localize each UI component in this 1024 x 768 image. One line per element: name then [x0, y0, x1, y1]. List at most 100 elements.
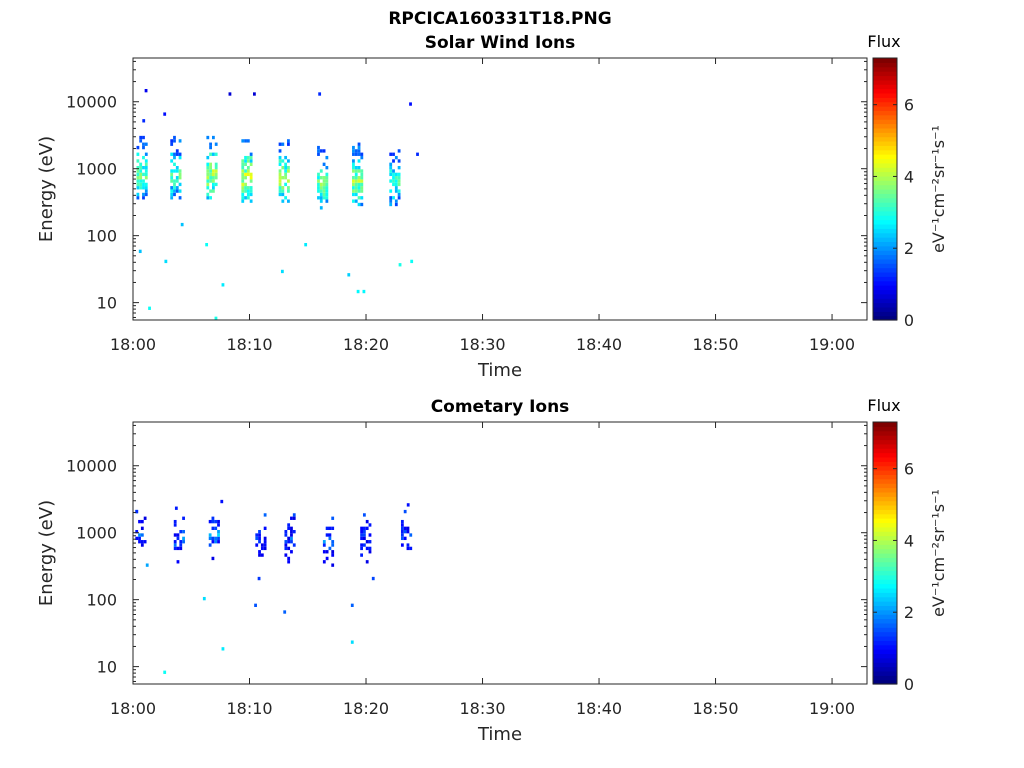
x-ticks: 18:00 18:10 18:20 18:30 18:40 18:50 19:00 [110, 58, 855, 354]
heatmap-cell [179, 529, 183, 534]
heatmap-cell [317, 179, 320, 183]
heatmap-cell [319, 189, 323, 193]
heatmap-cell [284, 533, 288, 537]
heatmap-cell [257, 576, 261, 581]
heatmap-cell [214, 162, 218, 166]
heatmap-cell [360, 536, 363, 541]
colorbar-strip [873, 461, 897, 467]
heatmap-cell [394, 199, 398, 203]
heatmap-cell [179, 540, 183, 544]
heatmap-cell [249, 179, 253, 183]
heatmap-cell [263, 543, 267, 547]
heatmap-cell [211, 540, 215, 544]
colorbar-strip [873, 675, 897, 681]
heatmap-cell [290, 516, 293, 520]
y-tick-label: 1000 [76, 524, 117, 543]
heatmap-cell [319, 169, 323, 173]
heatmap-cell [241, 165, 245, 170]
heatmap-cell [284, 553, 288, 557]
heatmap-cell [352, 152, 355, 156]
heatmap-cell [246, 186, 250, 190]
heatmap-cell [241, 139, 245, 143]
heatmap-cell [360, 189, 364, 193]
heatmap-cell [176, 560, 180, 564]
heatmap-cell [394, 176, 398, 180]
heatmap-cell [142, 182, 145, 187]
heatmap-cell [331, 543, 335, 547]
colorbar-strip [873, 539, 897, 545]
heatmap-cell [292, 529, 296, 534]
heatmap-cell [318, 92, 322, 96]
y-ticks: 10 100 1000 10000 [66, 60, 867, 318]
colorbar-strip [873, 62, 897, 68]
heatmap-cell [140, 540, 144, 544]
colorbar-strip [873, 145, 897, 151]
heatmap-cell [170, 176, 174, 180]
colorbar-strip [873, 202, 897, 208]
heatmap-cell [246, 172, 250, 177]
heatmap-cell [357, 196, 361, 200]
heatmap-cell [241, 189, 245, 193]
heatmap-cell [136, 182, 140, 187]
heatmap-cell [258, 529, 261, 534]
heatmap-cell [255, 533, 259, 537]
panel-title: Cometary Ions [431, 397, 570, 417]
heatmap-cell [392, 152, 395, 156]
heatmap-cell [322, 540, 326, 544]
colorbar-frame [872, 421, 898, 685]
heatmap-cell [281, 176, 285, 180]
heatmap-cell [278, 155, 282, 160]
colorbar-strip [873, 154, 897, 160]
heatmap-cell [176, 546, 180, 551]
heatmap-cell [175, 176, 179, 180]
heatmap-cell [244, 196, 247, 200]
heatmap-cell [263, 540, 267, 544]
heatmap-cell [398, 263, 402, 267]
heatmap-cell [138, 540, 141, 544]
heatmap-cell [217, 540, 220, 544]
heatmap-cell [365, 540, 369, 544]
heatmap-cell [170, 186, 174, 190]
colorbar-strip [873, 513, 897, 519]
heatmap-cell [354, 189, 358, 193]
heatmap-cell [290, 550, 293, 554]
colorbar-strip [873, 71, 897, 77]
heatmap-cell [142, 172, 145, 177]
heatmap-cell [360, 172, 364, 177]
heatmap-cell [357, 182, 361, 187]
heatmap-cell [325, 189, 329, 193]
heatmap-cell [360, 196, 364, 200]
heatmap-cell [278, 192, 282, 197]
panel-cometary: Cometary Ions 18:00 18:10 18:20 18:30 18:40 1… [36, 396, 948, 745]
heatmap-cell [214, 316, 218, 320]
x-tick-label: 18:30 [459, 335, 505, 354]
heatmap-cell [214, 169, 218, 173]
x-axis-label: Time [477, 360, 522, 381]
colorbar-strip [873, 496, 897, 502]
heatmap-cell [354, 192, 358, 197]
heatmap-cell [331, 563, 335, 567]
heatmap-cell [394, 189, 398, 193]
colorbar-strip [873, 587, 897, 593]
colorbar-strip [873, 618, 897, 624]
heatmap-cell [392, 172, 395, 177]
heatmap-cell [287, 199, 290, 203]
heatmap-cell [142, 119, 146, 123]
colorbar-strip [873, 306, 897, 312]
heatmap-cell [389, 162, 393, 166]
colorbar-strip [873, 478, 897, 484]
heatmap-cell [241, 179, 245, 183]
heatmap-cell [397, 176, 401, 180]
heatmap-cell [175, 179, 179, 183]
heatmap-cell [350, 603, 354, 607]
colorbar-tick-label: 0 [904, 675, 914, 694]
heatmap-cell [142, 186, 145, 190]
heatmap-cell [325, 186, 329, 190]
x-tick-label: 18:00 [110, 335, 156, 354]
colorbar-strip [873, 88, 897, 94]
colorbar-strip [873, 132, 897, 138]
heatmap-cell [322, 196, 326, 200]
x-tick-label: 18:30 [459, 699, 505, 718]
heatmap-cell [258, 533, 261, 537]
